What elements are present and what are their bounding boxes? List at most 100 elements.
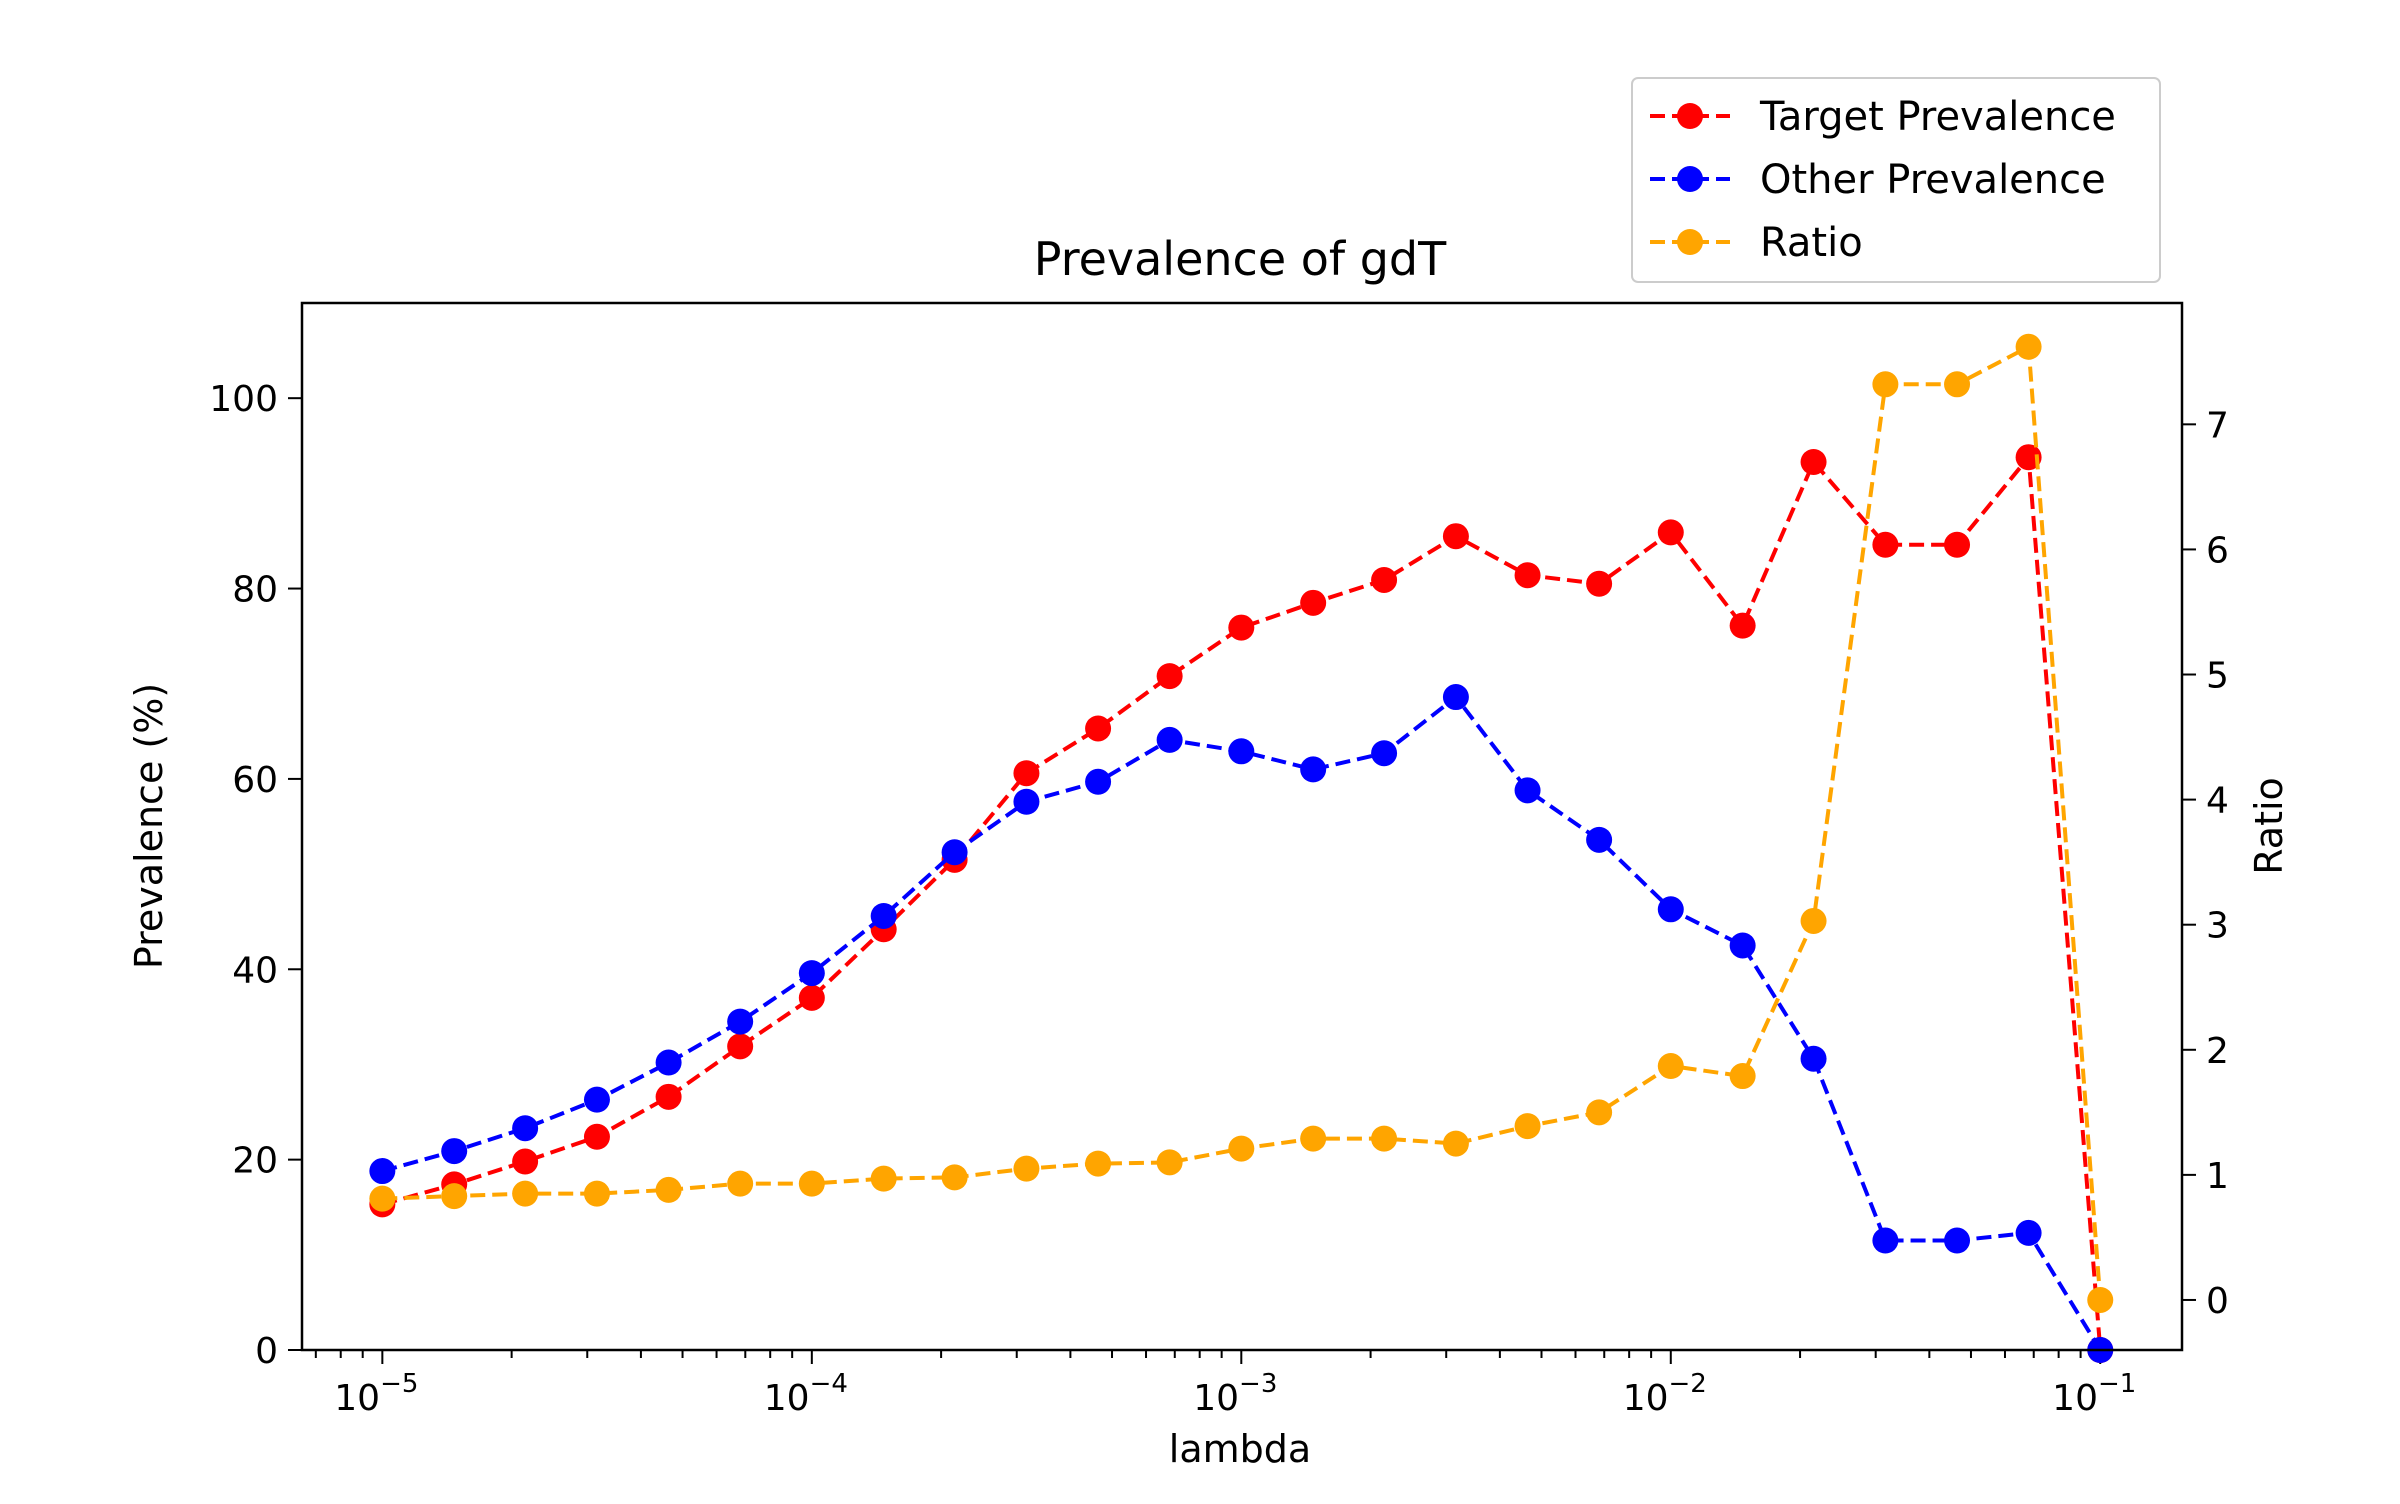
y2-tick-label: 2 (2206, 1031, 2229, 1072)
data-point-3 (2015, 333, 2042, 360)
legend-box (1631, 77, 2161, 283)
x-tick-label: 10−5 (334, 1369, 418, 1419)
legend-marker (1677, 166, 1703, 192)
data-point-1 (1156, 663, 1183, 690)
data-point-3 (870, 1165, 897, 1192)
data-point-2 (441, 1138, 468, 1165)
data-point-1 (512, 1148, 539, 1175)
data-point-3 (1800, 907, 1827, 934)
x-tick-exponent: −3 (1239, 1369, 1277, 1399)
data-point-2 (1300, 756, 1327, 783)
plot-frame (300, 301, 2184, 1352)
data-point-2 (1371, 740, 1398, 767)
data-point-3 (1944, 371, 1971, 398)
x-tick-exponent: −5 (380, 1369, 418, 1399)
data-point-2 (1729, 932, 1756, 959)
data-point-1 (1657, 519, 1684, 546)
data-point-1 (727, 1033, 754, 1060)
data-point-2 (727, 1008, 754, 1035)
legend-marker (1677, 103, 1703, 129)
data-point-2 (1514, 777, 1541, 804)
y-tick-label: 80 (232, 570, 278, 611)
y2-tick-label: 6 (2206, 530, 2229, 571)
x-tick-label: 10−2 (1623, 1369, 1707, 1419)
data-point-1 (583, 1123, 610, 1150)
data-point-3 (1371, 1125, 1398, 1152)
y-axis-label: Prevalence (%) (127, 683, 171, 969)
x-tick-exponent: −2 (1669, 1369, 1707, 1399)
data-point-2 (1800, 1045, 1827, 1072)
data-point-1 (1442, 523, 1469, 550)
data-point-3 (441, 1183, 468, 1210)
data-point-3 (1085, 1150, 1112, 1177)
data-point-1 (1729, 612, 1756, 639)
x-axis-label: lambda (1169, 1427, 1311, 1471)
data-point-3 (1586, 1099, 1613, 1126)
data-point-3 (1872, 371, 1899, 398)
data-point-1 (1085, 715, 1112, 742)
data-point-2 (1013, 788, 1040, 815)
data-point-2 (1156, 726, 1183, 753)
data-point-1 (1800, 448, 1827, 475)
legend-label: Ratio (1760, 220, 1863, 266)
data-point-2 (1872, 1227, 1899, 1254)
data-point-1 (1586, 570, 1613, 597)
data-point-1 (1944, 531, 1971, 558)
data-point-3 (941, 1164, 968, 1191)
data-point-2 (1657, 896, 1684, 923)
data-point-2 (941, 839, 968, 866)
chart-title: Prevalence of gdT (1034, 232, 1447, 286)
y2-tick-label: 5 (2206, 656, 2229, 697)
x-tick-label: 10−1 (2052, 1369, 2136, 1419)
data-point-3 (1300, 1125, 1327, 1152)
data-point-3 (369, 1185, 396, 1212)
data-point-2 (798, 960, 825, 987)
y2-axis-label: Ratio (2247, 777, 2291, 875)
series-line-1 (381, 452, 2103, 1351)
y2-tick-label: 3 (2206, 906, 2229, 947)
data-point-2 (1228, 738, 1255, 765)
data-point-3 (583, 1180, 610, 1207)
x-tick-label: 10−4 (764, 1369, 848, 1419)
data-point-1 (655, 1083, 682, 1110)
data-point-3 (2087, 1286, 2114, 1313)
plot-layer: 10−5 10−4 10−3 10−2 10−1 0 20 40 60 80 100 0 1 2 3 4 5 6 7 (209, 301, 2229, 1419)
data-point-3 (1228, 1135, 1255, 1162)
data-point-3 (798, 1170, 825, 1197)
data-point-3 (655, 1176, 682, 1203)
series-line-2 (381, 694, 2103, 1352)
y-tick-label: 0 (255, 1331, 278, 1372)
data-point-3 (1442, 1130, 1469, 1157)
data-point-1 (2015, 444, 2042, 471)
y2-tick-label: 4 (2206, 781, 2229, 822)
data-point-1 (1371, 566, 1398, 593)
data-point-1 (1872, 531, 1899, 558)
data-point-3 (1156, 1149, 1183, 1176)
data-point-2 (655, 1049, 682, 1076)
y-tick-label: 60 (232, 760, 278, 801)
data-point-3 (1514, 1113, 1541, 1140)
data-point-2 (2015, 1219, 2042, 1246)
legend-label: Other Prevalence (1760, 157, 2106, 203)
data-point-2 (1085, 768, 1112, 795)
data-point-2 (369, 1158, 396, 1185)
data-point-2 (1586, 826, 1613, 853)
data-point-3 (1729, 1063, 1756, 1090)
x-tick-label: 10−3 (1193, 1369, 1277, 1419)
data-point-1 (798, 984, 825, 1011)
data-point-1 (1228, 614, 1255, 641)
y2-tick-label: 1 (2206, 1156, 2229, 1197)
data-point-2 (870, 902, 897, 929)
y2-tick-label: 0 (2206, 1281, 2229, 1322)
legend-label: Target Prevalence (1759, 94, 2116, 140)
x-tick-exponent: −4 (810, 1369, 848, 1399)
data-point-1 (1514, 562, 1541, 589)
data-point-3 (512, 1180, 539, 1207)
legend: Target Prevalence Other Prevalence Ratio (1631, 77, 2161, 283)
y-tick-label: 20 (232, 1141, 278, 1182)
data-point-2 (1944, 1227, 1971, 1254)
data-point-1 (1300, 589, 1327, 616)
data-point-3 (1657, 1053, 1684, 1080)
